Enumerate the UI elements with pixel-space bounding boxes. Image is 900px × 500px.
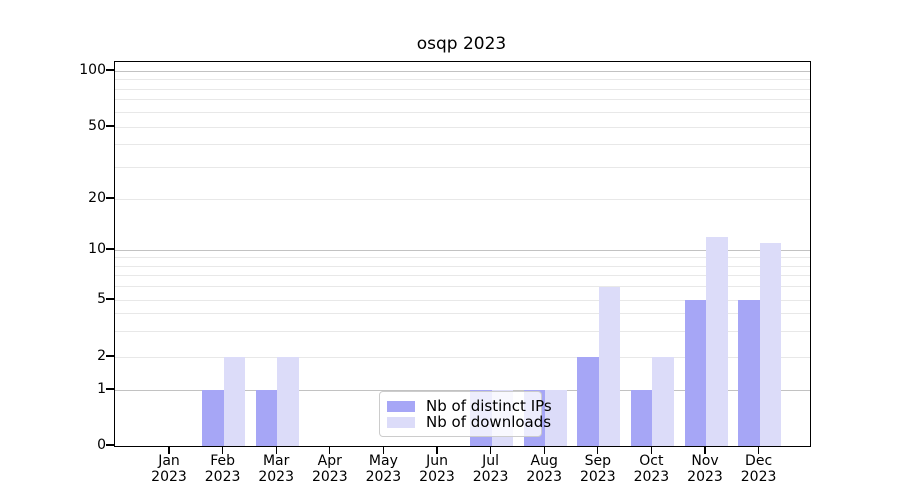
y-tick-mark — [106, 197, 114, 199]
y-tick-label: 50 — [88, 118, 106, 134]
minor-gridline — [115, 166, 810, 168]
minor-gridline — [115, 198, 810, 200]
minor-gridline — [115, 331, 810, 333]
y-tick-mark — [106, 388, 114, 390]
x-tick-mark — [704, 446, 706, 454]
x-tick-mark — [650, 446, 653, 454]
plot-area: Nb of distinct IPs Nb of downloads — [114, 61, 811, 447]
x-tick-label: May 2023 — [365, 453, 402, 485]
legend-row: Nb of downloads — [387, 413, 551, 431]
x-tick-label: Feb 2023 — [204, 453, 241, 485]
y-tick-label: 0 — [97, 437, 106, 453]
bar-downloads — [598, 286, 621, 446]
x-tick-label: Oct 2023 — [633, 453, 670, 485]
major-gridline — [115, 389, 810, 391]
bar-distinct-ips — [630, 390, 653, 446]
minor-gridline — [115, 88, 810, 90]
minor-gridline — [115, 275, 810, 277]
bar-downloads — [223, 357, 246, 446]
y-tick-mark — [106, 125, 114, 127]
y-tick-mark — [106, 248, 114, 250]
y-tick-label: 1 — [97, 381, 106, 397]
x-tick-mark — [543, 446, 545, 454]
x-tick-label: Sep 2023 — [579, 453, 616, 485]
minor-gridline — [115, 313, 810, 315]
x-tick-mark — [436, 446, 438, 454]
minor-gridline — [115, 111, 810, 113]
x-tick-mark — [757, 446, 760, 454]
legend-row: Nb of distinct IPs — [387, 397, 552, 415]
minor-gridline — [115, 79, 810, 80]
y-tick-label: 5 — [97, 291, 106, 307]
x-tick-label: Jul 2023 — [472, 453, 509, 485]
bar-downloads — [545, 390, 567, 446]
chart-title: osqp 2023 — [416, 34, 507, 54]
x-tick-label: Apr 2023 — [311, 453, 348, 485]
x-tick-label: Dec 2023 — [740, 453, 777, 485]
y-tick-label: 20 — [88, 190, 106, 206]
x-tick-mark — [329, 446, 331, 454]
major-gridline — [115, 249, 810, 251]
x-tick-label: Jun 2023 — [419, 453, 455, 485]
legend-label: Nb of downloads — [426, 413, 552, 431]
bar-distinct-ips — [255, 390, 278, 446]
x-tick-mark — [221, 446, 224, 454]
x-tick-label: Mar 2023 — [258, 453, 294, 485]
bar-downloads — [759, 242, 782, 446]
minor-gridline — [115, 126, 810, 128]
bar-distinct-ips — [577, 357, 599, 446]
y-tick-mark — [106, 444, 114, 446]
bar-downloads — [277, 357, 299, 446]
bar-distinct-ips — [202, 390, 224, 446]
x-tick-label: Aug 2023 — [526, 453, 562, 485]
x-tick-mark — [382, 446, 385, 454]
y-tick-mark — [106, 69, 114, 71]
bar-downloads — [652, 357, 674, 446]
minor-gridline — [115, 99, 810, 101]
y-tick-label: 2 — [97, 348, 106, 364]
x-tick-mark — [275, 446, 277, 454]
y-tick-mark — [106, 298, 114, 300]
major-gridline — [115, 70, 810, 72]
legend-swatch — [387, 400, 415, 412]
x-tick-mark — [597, 446, 599, 454]
x-tick-label: Jan 2023 — [151, 453, 187, 485]
y-tick-label: 10 — [88, 241, 106, 257]
bar-distinct-ips — [684, 300, 706, 446]
bar-downloads — [706, 236, 728, 446]
y-tick-label: 100 — [79, 62, 106, 78]
minor-gridline — [115, 265, 810, 267]
minor-gridline — [115, 299, 810, 301]
y-tick-mark — [106, 355, 114, 357]
legend-swatch — [387, 416, 415, 428]
x-tick-mark — [489, 446, 492, 454]
legend: Nb of distinct IPs Nb of downloads — [379, 391, 552, 437]
minor-gridline — [115, 356, 810, 358]
minor-gridline — [115, 144, 810, 146]
bar-distinct-ips — [738, 300, 760, 446]
minor-gridline — [115, 286, 810, 288]
minor-gridline — [115, 257, 810, 259]
x-tick-label: Nov 2023 — [687, 453, 723, 485]
x-tick-mark — [168, 446, 170, 454]
legend-label: Nb of distinct IPs — [426, 397, 552, 415]
